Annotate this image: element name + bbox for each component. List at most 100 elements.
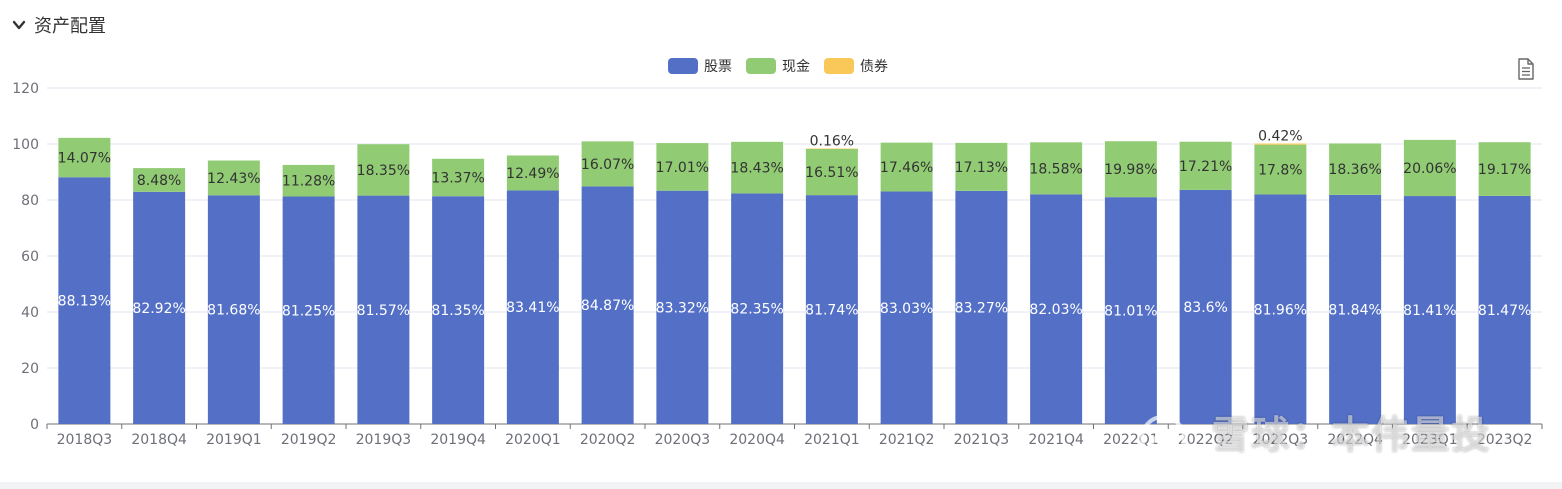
data-label-cash: 18.43% <box>730 161 783 177</box>
data-label-stock: 81.47% <box>1478 303 1531 319</box>
bar-stock <box>133 191 186 424</box>
data-label-cash: 11.28% <box>282 174 335 190</box>
data-label-cash: 16.07% <box>581 157 634 173</box>
x-tick-label: 2018Q4 <box>131 432 187 448</box>
x-tick-label: 2022Q2 <box>1178 432 1234 448</box>
bar-stock <box>731 193 784 424</box>
bar-stock <box>1030 194 1083 424</box>
x-tick-label: 2020Q2 <box>580 432 636 448</box>
data-label-stock: 81.74% <box>805 303 858 319</box>
data-label-cash: 17.13% <box>955 160 1008 176</box>
section-toggle[interactable]: 资产配置 <box>12 12 106 38</box>
data-label-stock: 81.25% <box>282 303 335 319</box>
bar-cash <box>955 142 1008 191</box>
watermark: 雪球：本伟量投 <box>1138 404 1491 463</box>
x-tick-label: 2020Q3 <box>655 432 711 448</box>
data-label-cash: 20.06% <box>1403 161 1456 177</box>
bar-cash <box>1403 139 1456 197</box>
legend-swatch-cash <box>746 58 776 74</box>
bar-cash <box>805 148 858 196</box>
bar-stock <box>955 190 1008 424</box>
bar-stock <box>880 191 933 424</box>
bar-cash <box>58 137 111 178</box>
y-tick-label: 40 <box>21 305 39 321</box>
bar-stock <box>207 195 260 424</box>
data-label-cash: 19.17% <box>1478 162 1531 178</box>
data-label-stock: 81.68% <box>207 303 260 319</box>
data-label-cash: 19.98% <box>1104 162 1157 178</box>
bar-stock <box>1179 189 1232 424</box>
legend-item-stock[interactable]: 股票 <box>668 56 732 76</box>
legend-swatch-bond <box>824 58 854 74</box>
data-label-stock: 83.03% <box>880 301 933 317</box>
bar-stock <box>1478 195 1531 424</box>
document-icon[interactable] <box>1516 58 1536 80</box>
bar-stock <box>656 190 709 424</box>
data-label-cash: 13.37% <box>431 171 484 187</box>
bar-stock <box>282 196 335 424</box>
data-label-cash: 12.43% <box>207 171 260 187</box>
bar-stock <box>1104 197 1157 424</box>
bar-stock <box>581 186 634 424</box>
watermark-text: 雪球：本伟量投 <box>1211 413 1492 457</box>
bar-cash <box>1179 141 1232 190</box>
legend-item-bond[interactable]: 债券 <box>824 56 888 76</box>
data-label-stock: 81.96% <box>1254 302 1307 318</box>
x-tick-label: 2018Q3 <box>57 432 113 448</box>
data-label-cash: 17.8% <box>1258 163 1302 179</box>
data-label-stock: 84.87% <box>581 298 634 314</box>
data-label-stock: 81.35% <box>431 303 484 319</box>
chevron-down-icon <box>12 20 26 30</box>
legend-item-cash[interactable]: 现金 <box>746 56 810 76</box>
y-tick-label: 80 <box>21 193 39 209</box>
y-tick-label: 20 <box>21 361 39 377</box>
data-label-stock: 82.35% <box>730 302 783 318</box>
bar-stock <box>1254 194 1307 424</box>
data-label-stock: 81.57% <box>357 303 410 319</box>
x-tick-label: 2019Q2 <box>281 432 337 448</box>
bar-stock <box>432 196 485 424</box>
bar-cash <box>506 155 559 191</box>
y-tick-label: 120 <box>12 81 39 97</box>
bar-cash <box>357 144 410 196</box>
bar-stock <box>805 195 858 424</box>
bar-cash <box>282 164 335 197</box>
bar-stock <box>1403 196 1456 424</box>
data-label-stock: 82.03% <box>1029 302 1082 318</box>
data-label-bond: 0.16% <box>810 133 854 149</box>
bar-stock <box>1329 194 1382 424</box>
x-tick-label: 2023Q1 <box>1402 432 1458 448</box>
x-tick-label: 2021Q4 <box>1028 432 1084 448</box>
section-title: 资产配置 <box>34 16 106 37</box>
data-label-stock: 81.01% <box>1104 304 1157 320</box>
bar-stock <box>58 177 111 424</box>
bar-cash <box>133 168 186 192</box>
bar-cash <box>1254 144 1307 195</box>
bar-cash <box>731 141 784 194</box>
bar-cash <box>1104 141 1157 198</box>
data-label-stock: 81.84% <box>1328 302 1381 318</box>
x-tick-label: 2021Q1 <box>804 432 860 448</box>
y-tick-label: 100 <box>12 137 39 153</box>
data-label-stock: 82.92% <box>132 301 185 317</box>
data-label-cash: 18.36% <box>1328 162 1381 178</box>
x-tick-label: 2022Q4 <box>1327 432 1383 448</box>
data-label-cash: 8.48% <box>137 173 181 189</box>
x-tick-label: 2020Q1 <box>505 432 561 448</box>
legend-label-stock: 股票 <box>704 59 732 75</box>
data-label-stock: 83.6% <box>1183 300 1227 316</box>
bar-stock <box>357 195 410 424</box>
x-tick-label: 2020Q4 <box>729 432 785 448</box>
data-label-stock: 83.32% <box>656 300 709 316</box>
data-label-cash: 18.58% <box>1029 161 1082 177</box>
bar-cash <box>880 142 933 192</box>
data-label-stock: 88.13% <box>58 294 111 310</box>
data-label-bond: 0.42% <box>1258 128 1302 144</box>
y-tick-label: 0 <box>30 417 39 433</box>
legend-swatch-stock <box>668 58 698 74</box>
x-tick-label: 2021Q2 <box>879 432 935 448</box>
data-label-stock: 83.41% <box>506 300 559 316</box>
x-tick-label: 2023Q2 <box>1477 432 1533 448</box>
data-label-cash: 17.46% <box>880 160 933 176</box>
